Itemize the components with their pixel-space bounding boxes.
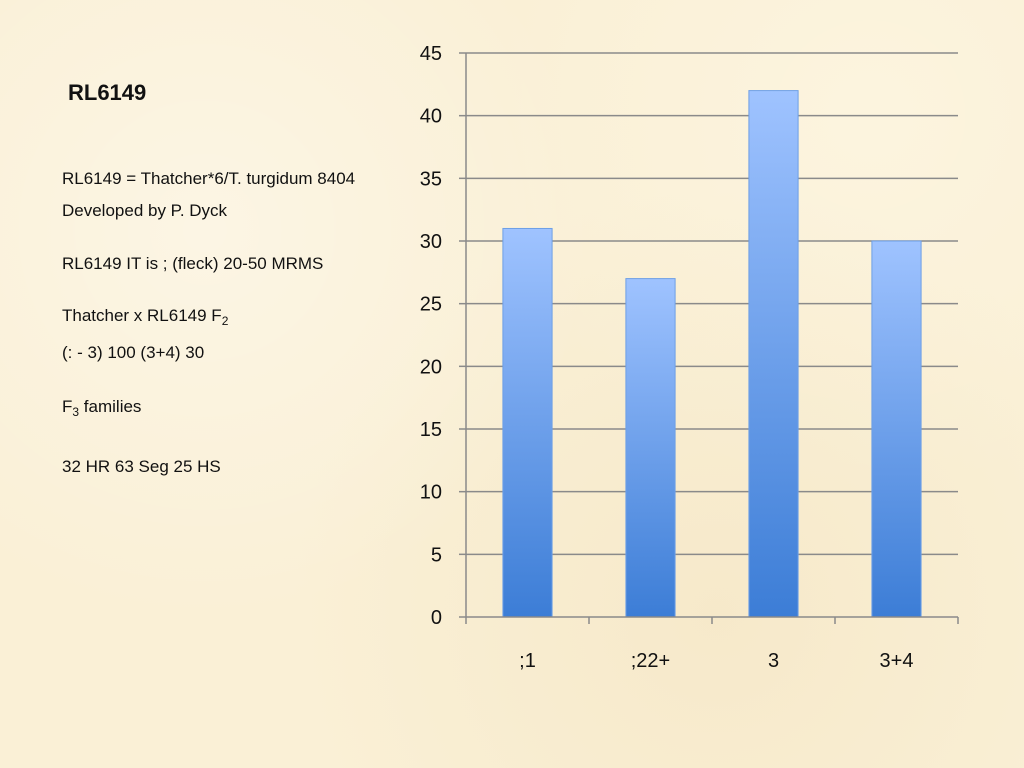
bars [502,90,922,618]
y-tick-label-45: 45 [420,43,442,65]
y-tick-label-25: 25 [420,294,442,316]
text-line-f2-cross: Thatcher x RL6149 F2 [62,305,382,332]
text-f2-main: Thatcher x RL6149 F [62,306,222,325]
text-f3-subscript: 3 [72,405,80,419]
x-tick-label-2: ;22+ [631,650,670,672]
bar-3 [748,90,799,618]
text-line-developer: Developed by P. Dyck [62,201,228,220]
y-tick-label-35: 35 [420,168,442,190]
text-f2-subscript: 2 [221,314,229,328]
text-f3-main: F [62,397,73,416]
text-line-infection-type: RL6149 IT is ; (fleck) 20-50 MRMS [62,254,324,273]
bar-2 [625,278,676,618]
y-tick-label-0: 0 [431,607,442,629]
y-tick-label-40: 40 [420,106,442,128]
y-tick-label-30: 30 [420,231,442,253]
text-line-f3-families: F3 families [62,396,382,423]
bar-1 [502,227,553,618]
tick-labels: 0 5 10 15 20 25 30 35 40 45 ;1 ;22+ 3 3+4 [420,43,914,672]
text-line-cross: RL6149 = Thatcher*6/T. turgidum 8404 [62,169,356,188]
y-tick-label-15: 15 [420,419,442,441]
bar-4 [871,240,922,618]
text-line-f3-counts: 32 HR 63 Seg 25 HS [62,457,221,476]
x-tick-label-4: 3+4 [880,650,914,672]
text-f3-rest: families [79,397,142,416]
x-tick-label-1: ;1 [519,650,536,672]
slide-title: RL6149 [68,80,147,105]
x-tick-label-3: 3 [768,650,779,672]
y-tick-label-5: 5 [431,544,442,566]
y-tick-label-10: 10 [420,482,442,504]
slide-text-block: RL6149 = Thatcher*6/T. turgidum 8404 Dev… [62,168,382,478]
y-tick-label-20: 20 [420,356,442,378]
text-line-f2-ratio: (: - 3) 100 (3+4) 30 [62,343,205,362]
axes [459,52,959,624]
